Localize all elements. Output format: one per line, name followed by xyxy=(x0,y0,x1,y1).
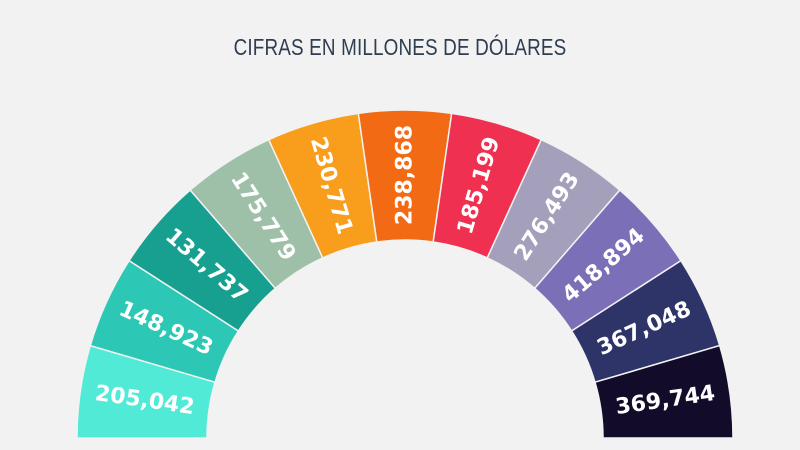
chart-segment xyxy=(594,344,734,439)
data-label: 238,868 xyxy=(393,125,418,225)
chart-segments xyxy=(76,109,734,439)
chart-title: CIFRAS EN MILLONES DE DÓLARES xyxy=(233,34,567,60)
